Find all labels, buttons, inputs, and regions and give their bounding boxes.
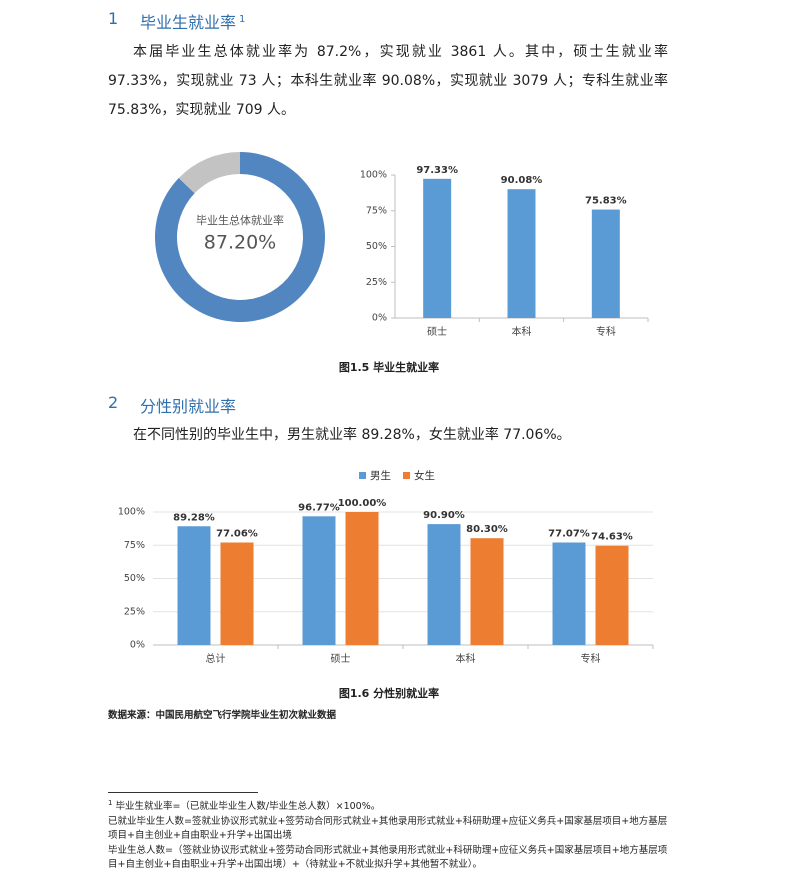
data-label: 77.07%	[548, 528, 590, 539]
footnote: 毕业生总人数=（签就业协议形式就业+签劳动合同形式就业+其他录用形式就业+科研助…	[108, 844, 668, 871]
footnote: 1 毕业生就业率=（已就业毕业生人数/毕业生总人数）×100%。	[108, 796, 673, 815]
grouped-bar-chart: 0% 25% 50% 75% 100% 总计 89.28%77.06% 硕士 96.77%100…	[118, 469, 654, 665]
footnote-mark: 1	[108, 799, 113, 807]
bar	[177, 526, 211, 645]
bar	[302, 516, 336, 645]
legend-label: 女生	[414, 469, 435, 482]
x-tick-label: 总计	[206, 652, 226, 665]
data-label: 77.06%	[216, 529, 258, 540]
caption: 图1.6 分性别就业率	[338, 687, 440, 700]
y-tick-label: 0%	[372, 313, 387, 324]
y-tick-label: 50%	[124, 573, 145, 584]
footnotes: 1 毕业生就业率=（已就业毕业生人数/毕业生总人数）×100%。 已就业毕业生人数…	[108, 796, 673, 873]
data-label: 74.63%	[591, 532, 633, 543]
caption: 图1.5 毕业生就业率	[338, 361, 440, 374]
x-tick-label: 本科	[456, 652, 476, 665]
footnote-rule	[108, 792, 258, 793]
y-tick-label: 75%	[366, 205, 387, 216]
data-label: 89.28%	[173, 512, 215, 523]
y-tick-label: 25%	[366, 277, 387, 288]
x-tick-label: 硕士	[331, 652, 351, 665]
source: 数据来源：中国民用航空飞行学院毕业生初次就业数据	[108, 710, 337, 721]
data-label: 75.83%	[585, 196, 627, 207]
legend-swatch	[403, 472, 410, 479]
x-tick-label: 硕士	[427, 325, 447, 338]
paragraph: 在不同性别的毕业生中，男生就业率 89.28%，女生就业率 77.06%。	[133, 427, 571, 443]
bar	[220, 542, 254, 645]
bar	[552, 542, 586, 645]
legend-swatch	[359, 472, 366, 479]
bar	[423, 178, 452, 318]
bar	[507, 189, 536, 318]
bar	[595, 545, 629, 645]
footnote: 已就业毕业生人数=签就业协议形式就业+签劳动合同形式就业+其他录用形式就业+科研…	[108, 815, 668, 842]
y-tick-label: 100%	[360, 170, 387, 181]
data-label: 96.77%	[298, 502, 340, 513]
center-label: 毕业生总体就业率	[196, 213, 284, 227]
y-tick-label: 0%	[130, 640, 145, 651]
bar	[427, 524, 461, 645]
y-tick-label: 100%	[118, 507, 145, 518]
x-tick-label: 专科	[596, 325, 616, 338]
section-title: 分性别就业率	[140, 397, 237, 416]
data-label: 100.00%	[338, 498, 387, 509]
paragraph: 本届毕业生总体就业率为 87.2%，实现就业 3861 人。其中，硕士生就业率 …	[108, 44, 668, 118]
section-number: 1	[108, 9, 119, 28]
data-label: 97.33%	[416, 165, 458, 176]
y-tick-label: 75%	[124, 540, 145, 551]
section-title-text: 毕业生就业率	[140, 13, 237, 32]
data-label: 90.08%	[501, 175, 543, 186]
y-tick-label: 50%	[366, 241, 387, 252]
bar	[470, 538, 504, 645]
bar	[591, 209, 620, 318]
data-label: 80.30%	[466, 524, 508, 535]
bar-chart: 0% 25% 50% 75% 100% 硕士 97.33% 本科 90.08% 专科 75.83%	[360, 165, 649, 338]
center-value: 87.20%	[204, 232, 276, 254]
donut-chart: 毕业生总体就业率 87.20%	[154, 152, 325, 322]
section-number: 2	[108, 393, 119, 412]
x-tick-label: 本科	[512, 325, 532, 338]
x-tick-label: 专科	[581, 652, 601, 665]
donut-segment	[178, 152, 240, 194]
data-label: 90.90%	[423, 510, 465, 521]
footnote-ref: 1	[239, 13, 246, 25]
footnote-text: 毕业生就业率=（已就业毕业生人数/毕业生总人数）×100%。	[115, 801, 381, 813]
legend-label: 男生	[370, 469, 391, 482]
section-title: 毕业生就业率 1	[140, 9, 245, 33]
y-tick-label: 25%	[124, 606, 145, 617]
bar	[345, 512, 379, 645]
